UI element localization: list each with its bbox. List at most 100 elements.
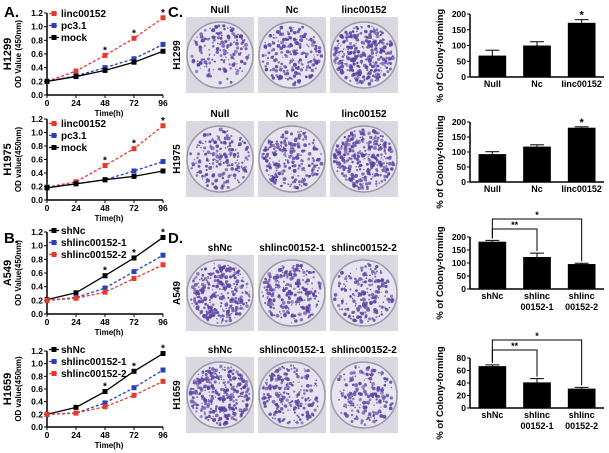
colony <box>282 411 285 415</box>
colony <box>378 400 382 404</box>
colony <box>335 148 338 151</box>
colony <box>379 55 383 59</box>
colony <box>348 156 351 159</box>
colony <box>232 52 236 56</box>
colony <box>209 74 213 78</box>
colony <box>297 167 300 170</box>
y-tick-label: 200 <box>452 232 466 242</box>
significance-mark: ** <box>511 220 519 230</box>
colony <box>223 414 227 418</box>
colony <box>218 81 222 85</box>
colony <box>361 385 365 389</box>
colony <box>356 64 359 67</box>
colony <box>271 151 273 153</box>
colony <box>313 56 315 58</box>
colony <box>296 131 299 133</box>
colony <box>266 302 271 307</box>
colony <box>355 389 359 392</box>
colony <box>235 290 238 293</box>
colony <box>386 172 390 176</box>
colony <box>370 161 374 165</box>
x-tick-label: 24 <box>71 430 81 440</box>
colony <box>359 298 363 302</box>
colony <box>221 314 225 318</box>
colony <box>366 291 369 294</box>
colony <box>377 285 381 289</box>
colony <box>217 270 219 273</box>
colony <box>211 138 214 142</box>
colony <box>280 51 284 54</box>
colony <box>228 314 230 317</box>
significance-star: * <box>103 382 107 393</box>
colony <box>368 283 371 287</box>
colony <box>299 265 302 268</box>
colony <box>241 395 244 398</box>
legend-marker <box>51 23 57 28</box>
colony <box>349 376 353 380</box>
colony <box>307 316 310 319</box>
colony <box>231 31 235 36</box>
colony <box>390 386 392 389</box>
colony <box>368 398 372 402</box>
colony <box>383 377 387 381</box>
colony <box>280 386 283 389</box>
colony <box>349 157 353 161</box>
colony <box>339 155 344 160</box>
colony <box>362 274 365 277</box>
data-point-shlinc00152-1 <box>160 252 166 258</box>
colony <box>236 385 239 388</box>
colony <box>379 414 384 418</box>
colony <box>205 168 208 172</box>
colony <box>380 278 385 282</box>
colony <box>303 275 305 277</box>
colony <box>230 135 233 138</box>
colony <box>344 140 349 145</box>
colony <box>215 284 219 289</box>
colony <box>343 136 346 138</box>
colony <box>333 293 338 297</box>
colony <box>312 412 315 415</box>
colony <box>225 56 227 58</box>
x-tick-label: 24 <box>71 98 81 108</box>
colony <box>228 316 231 319</box>
colony <box>384 295 386 298</box>
colony <box>207 286 211 290</box>
colony <box>208 48 211 51</box>
colony <box>370 51 375 55</box>
colony <box>306 417 309 421</box>
colony <box>230 140 234 144</box>
colony <box>304 55 308 59</box>
colony <box>350 409 354 412</box>
y-tick-label: 0 <box>461 284 466 294</box>
colony <box>260 155 264 159</box>
colony <box>367 58 370 60</box>
colony <box>222 381 225 385</box>
panel-label-c: C. <box>168 4 183 21</box>
colony <box>285 77 287 80</box>
colony <box>346 307 350 311</box>
colony <box>207 275 209 278</box>
colony <box>244 379 249 384</box>
colony <box>342 69 344 72</box>
colony <box>300 62 303 65</box>
colony <box>266 400 269 403</box>
colony <box>349 288 352 291</box>
colony <box>338 165 343 169</box>
colony <box>317 167 320 170</box>
colony <box>285 137 289 140</box>
colony <box>335 47 339 52</box>
colony <box>206 57 210 61</box>
colony <box>191 164 194 167</box>
colony <box>380 281 385 286</box>
colony <box>206 313 209 315</box>
legend-marker <box>51 228 57 233</box>
colony <box>236 283 239 286</box>
x-tick-label: 72 <box>129 317 139 327</box>
colony <box>372 61 374 64</box>
colony <box>279 144 282 147</box>
colony <box>203 44 206 47</box>
colony <box>337 154 339 156</box>
colony <box>285 383 288 387</box>
